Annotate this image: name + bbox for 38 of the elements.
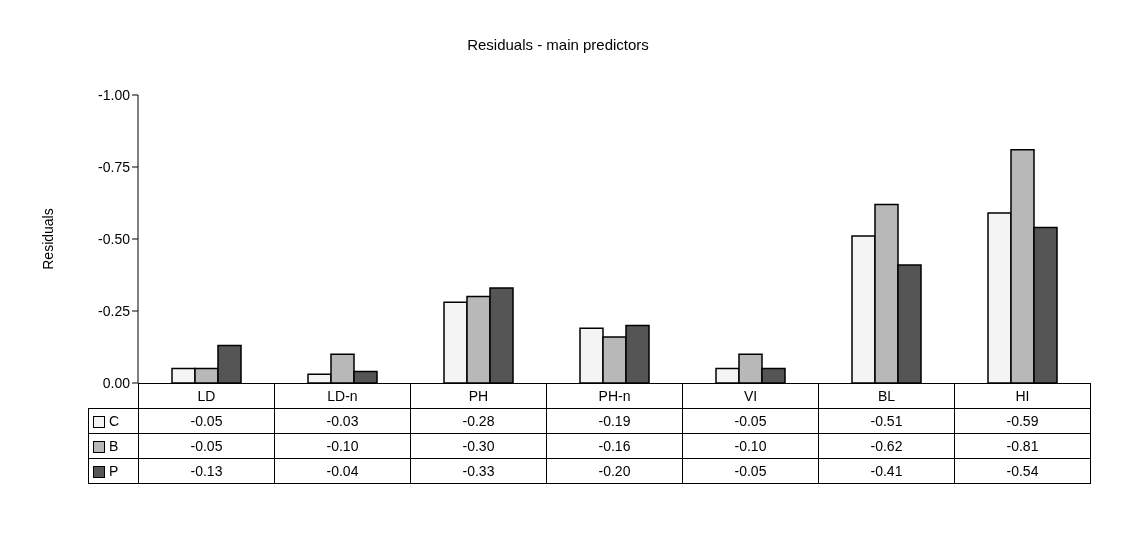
x-tick-label: PH-n <box>546 383 683 409</box>
data-label: -0.10 <box>274 433 411 459</box>
data-label: -0.19 <box>546 408 683 434</box>
x-tick-label: HI <box>954 383 1091 409</box>
legend-label: P <box>88 458 139 484</box>
x-tick-label: LD <box>138 383 275 409</box>
y-tick-label: -1.00 <box>98 86 131 103</box>
data-label: -0.05 <box>682 408 819 434</box>
y-axis-title: Residuals <box>40 208 56 270</box>
y-tick-label: 0.00 <box>102 374 131 391</box>
legend-label: B <box>88 433 139 459</box>
data-label: -0.05 <box>138 408 275 434</box>
x-tick-label: VI <box>682 383 819 409</box>
data-label: -0.28 <box>410 408 547 434</box>
x-tick-label: PH <box>410 383 547 409</box>
data-label: -0.05 <box>682 458 819 484</box>
data-label: -0.30 <box>410 433 547 459</box>
data-label: -0.33 <box>410 458 547 484</box>
data-label: -0.41 <box>818 458 955 484</box>
legend-label: C <box>88 408 139 434</box>
data-label: -0.04 <box>274 458 411 484</box>
y-tick-label: -0.25 <box>98 302 131 319</box>
data-label: -0.20 <box>546 458 683 484</box>
y-tick-label: -0.50 <box>98 230 131 247</box>
chart-title: Residuals - main predictors <box>466 36 650 53</box>
data-label: -0.13 <box>138 458 275 484</box>
data-label: -0.54 <box>954 458 1091 484</box>
data-label: -0.03 <box>274 408 411 434</box>
data-label: -0.62 <box>818 433 955 459</box>
data-label: -0.81 <box>954 433 1091 459</box>
data-label: -0.05 <box>138 433 275 459</box>
y-tick-label: -0.75 <box>98 158 131 175</box>
data-label: -0.59 <box>954 408 1091 434</box>
x-tick-label: BL <box>818 383 955 409</box>
data-label: -0.10 <box>682 433 819 459</box>
data-label: -0.16 <box>546 433 683 459</box>
x-tick-label: LD-n <box>274 383 411 409</box>
data-label: -0.51 <box>818 408 955 434</box>
